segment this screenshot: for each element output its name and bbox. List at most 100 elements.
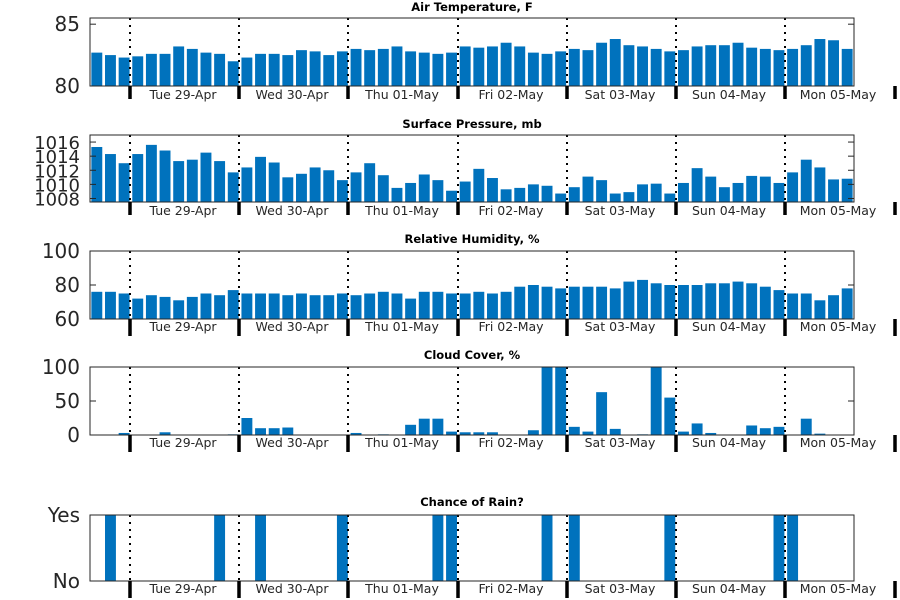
bar	[555, 367, 567, 435]
bar	[555, 51, 567, 86]
bar	[432, 180, 444, 202]
bar	[132, 56, 144, 86]
y-tick-label: 80	[55, 273, 80, 297]
x-tick-label: Thu 01-May	[364, 203, 439, 218]
bar	[91, 291, 103, 319]
x-tick-label: Fri 02-May	[478, 435, 544, 450]
bar	[759, 176, 771, 202]
bar	[773, 515, 785, 581]
y-tick-label: 100	[42, 239, 80, 263]
bar	[173, 46, 185, 86]
bar	[814, 433, 826, 435]
bar	[282, 427, 294, 435]
chart-panel-1: Air Temperature, F 80 85 Tue 29-Apr Wed 30-A…	[55, 0, 897, 102]
x-tick-label: Sun 04-May	[692, 319, 767, 334]
bar	[487, 178, 498, 202]
bar	[527, 52, 539, 86]
bar	[759, 48, 771, 86]
x-tick-label: Fri 02-May	[478, 319, 544, 334]
y-tick-label: 1010	[34, 175, 80, 196]
bar	[405, 298, 417, 319]
bar	[118, 432, 130, 435]
bar	[814, 300, 826, 319]
x-tick-label: Tue 29-Apr	[148, 87, 217, 102]
bar	[637, 46, 648, 86]
axes-frame	[89, 514, 855, 582]
bar	[241, 293, 253, 319]
bar	[678, 50, 689, 86]
bar	[541, 515, 553, 581]
bar	[637, 279, 648, 319]
x-tick-label: Thu 01-May	[364, 435, 439, 450]
x-tick-label: Sun 04-May	[692, 581, 767, 596]
bar	[746, 175, 758, 202]
x-tick-label: Wed 30-Apr	[256, 87, 330, 102]
chart-panel-4: Cloud Cover, % 0 50 100 Tue 29-Apr Wed 30-Apr…	[42, 348, 897, 452]
bar	[186, 48, 198, 86]
bar	[568, 426, 580, 435]
bar	[391, 187, 403, 202]
bar	[173, 161, 185, 202]
bar	[582, 176, 594, 202]
bar	[446, 515, 457, 581]
bar	[596, 180, 608, 202]
bar	[650, 367, 662, 435]
x-tick-label: Fri 02-May	[478, 87, 544, 102]
bar	[350, 432, 362, 435]
x-tick-label: Fri 02-May	[478, 203, 544, 218]
bar	[691, 423, 703, 435]
bar	[746, 283, 758, 319]
bar	[336, 515, 348, 581]
bar	[241, 57, 253, 86]
bar	[691, 46, 703, 86]
bar	[828, 179, 839, 202]
bar	[255, 53, 266, 86]
bar	[350, 48, 362, 86]
bar	[705, 283, 717, 319]
bar	[527, 430, 539, 435]
bar	[568, 187, 580, 202]
bar	[718, 283, 730, 319]
bar	[650, 183, 662, 202]
bar	[609, 288, 621, 319]
bar	[459, 46, 471, 86]
bar	[637, 184, 648, 202]
bar	[118, 163, 130, 202]
chart-title: Cloud Cover, %	[424, 348, 521, 362]
bar	[582, 431, 594, 435]
bar	[446, 190, 457, 202]
bar	[145, 295, 157, 319]
x-tick-label: Thu 01-May	[364, 87, 439, 102]
y-tick-label: 1008	[34, 189, 80, 210]
bar	[732, 281, 744, 319]
bar	[255, 428, 266, 435]
bar	[650, 283, 662, 319]
bar	[418, 52, 430, 86]
bar	[364, 293, 376, 319]
bar	[746, 47, 758, 86]
axes-frame	[89, 366, 855, 436]
bar	[773, 182, 785, 202]
bar	[323, 170, 335, 202]
bar	[336, 51, 348, 86]
bar	[282, 55, 294, 86]
bar	[691, 168, 703, 202]
bar	[118, 57, 130, 86]
bar	[446, 431, 457, 435]
x-tick-label: Thu 01-May	[364, 319, 439, 334]
bar	[582, 50, 594, 86]
bar	[268, 162, 280, 202]
bar	[841, 178, 853, 202]
bar	[186, 159, 198, 202]
bar	[323, 55, 335, 86]
chart-title: Relative Humidity, %	[404, 232, 539, 246]
bar	[227, 290, 239, 319]
bar	[391, 293, 403, 319]
bar	[705, 176, 717, 202]
bar	[241, 418, 253, 435]
bar	[159, 296, 171, 319]
bar	[296, 293, 307, 319]
x-tick-label: Wed 30-Apr	[256, 203, 330, 218]
bar	[664, 193, 676, 202]
